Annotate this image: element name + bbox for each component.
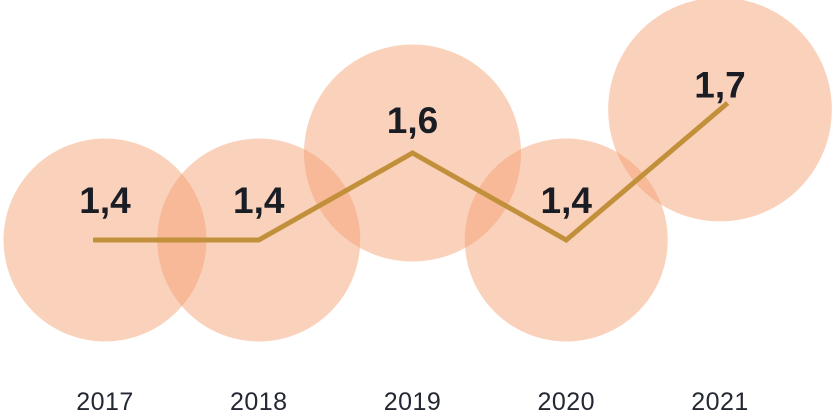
year-label-2021: 2021 [691,388,749,416]
value-label-2020: 1,4 [541,180,593,221]
trend-line [93,101,730,244]
value-label-2017: 1,4 [79,180,131,221]
year-label-2018: 2018 [230,388,288,416]
value-label-2018: 1,4 [233,180,285,221]
value-label-2021: 1,7 [694,65,745,106]
year-label-2017: 2017 [76,388,134,416]
year-label-2019: 2019 [384,388,442,416]
value-label-2019: 1,6 [387,100,438,141]
year-label-2020: 2020 [537,388,595,416]
